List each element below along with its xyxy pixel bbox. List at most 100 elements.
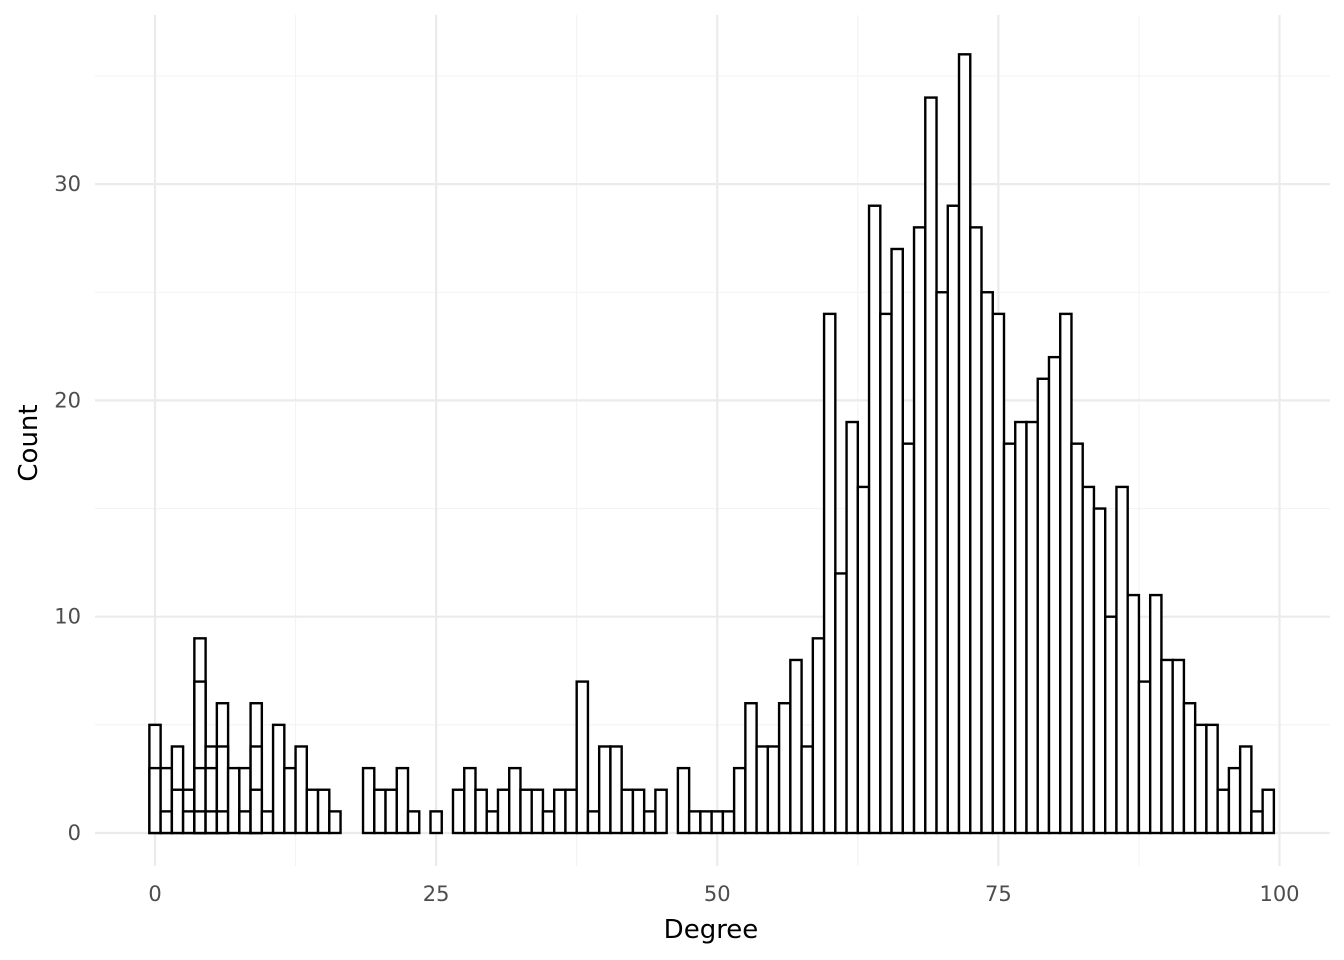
histogram-bar [1036,377,1051,835]
x-axis-title: Degree [664,915,759,945]
histogram-bar [912,226,927,835]
histogram-bar [1148,593,1163,835]
y-tick-label: 0 [68,821,81,845]
histogram-bar [1002,442,1017,835]
histogram-bar [609,745,623,835]
histogram-bar [1092,507,1107,835]
histogram-bar [305,788,320,835]
histogram-bar [901,442,916,835]
histogram-bar [1070,442,1084,835]
histogram-bar [463,766,477,835]
histogram-bar [867,204,882,835]
histogram-bar [1081,485,1096,835]
histogram-bar [181,810,196,835]
histogram-bar [1227,766,1242,835]
histogram-bar [564,788,578,835]
y-tick-label: 20 [54,388,81,412]
histogram-bar [744,702,758,835]
x-tick-label: 75 [985,882,1012,906]
histogram-bar [1216,788,1231,835]
histogram-bar [879,312,893,835]
histogram-bar [789,658,803,835]
x-tick-label: 25 [423,882,450,906]
histogram-bar [1014,420,1028,835]
histogram-bar [1160,658,1174,835]
histogram-bar [1171,658,1186,835]
histogram-bar [620,788,635,835]
histogram-bar [834,572,848,835]
histogram-bar [159,810,174,835]
histogram-bar [890,247,904,835]
histogram-bar [1025,420,1039,835]
histogram-bar [676,766,691,835]
histogram-bar [766,745,781,835]
histogram-bar [957,53,972,835]
histogram-bar [373,788,387,835]
histogram-bar [935,291,949,835]
histogram-bar [721,810,736,835]
histogram-bar [238,810,252,835]
x-tick-label: 100 [1259,882,1299,906]
histogram-bars [148,53,1276,835]
histogram-bar [249,788,264,835]
histogram-bar [845,420,860,835]
histogram-bar [451,788,466,835]
histogram-bar [361,766,376,835]
histogram-bar [732,766,747,835]
histogram-bar [822,312,837,835]
histogram-bar [1126,593,1141,835]
histogram-bar [811,637,826,835]
y-tick-label: 30 [54,172,81,196]
histogram-bar [1182,702,1197,835]
y-tick-label: 10 [54,605,81,629]
histogram-bar [597,745,612,835]
histogram-bar [991,312,1006,835]
histogram-bar [980,291,994,835]
histogram-bar [575,680,590,835]
histogram-bar [699,810,713,835]
histogram-bar [328,810,342,835]
histogram-bar [148,766,162,835]
histogram-bar [395,766,410,835]
histogram-bar [1238,745,1253,835]
histogram-bar [260,810,275,835]
histogram-bar [856,485,871,835]
histogram-bar [777,702,792,835]
histogram-bar [215,810,230,835]
histogram-bar [226,766,241,835]
histogram-bar [1261,788,1276,835]
histogram-bar [969,226,983,835]
y-axis-title: Count [14,404,44,481]
histogram-bar [687,810,702,835]
histogram-bar [530,788,545,835]
histogram-bar [541,810,556,835]
histogram-bar [1047,355,1062,835]
histogram-bar [519,788,533,835]
histogram-bar [170,788,185,835]
histogram-bar [586,810,601,835]
histogram-bar [271,723,286,835]
histogram-bar [429,810,443,835]
histogram-bar [642,810,657,835]
histogram-bar [1250,810,1264,835]
histogram-bar [384,788,398,835]
histogram-bar [204,810,219,835]
histogram-bar [631,788,646,835]
histogram-bar [800,745,815,835]
histogram-bar [283,766,297,835]
histogram-bar [1137,680,1152,835]
histogram-bar [710,810,725,835]
histogram-bar [946,204,961,835]
histogram-bar [294,745,309,835]
histogram-bar [924,96,938,835]
histogram-bar [508,766,522,835]
histogram-bar [406,810,421,835]
histogram-bar [316,788,331,835]
histogram-bar [552,788,567,835]
histogram-bar [496,788,511,835]
histogram-bar [755,745,770,835]
tick-labels: 0 25 50 75 100 0 10 20 30 [54,172,1299,906]
histogram-bar [1059,312,1073,835]
histogram-bar [474,788,488,835]
